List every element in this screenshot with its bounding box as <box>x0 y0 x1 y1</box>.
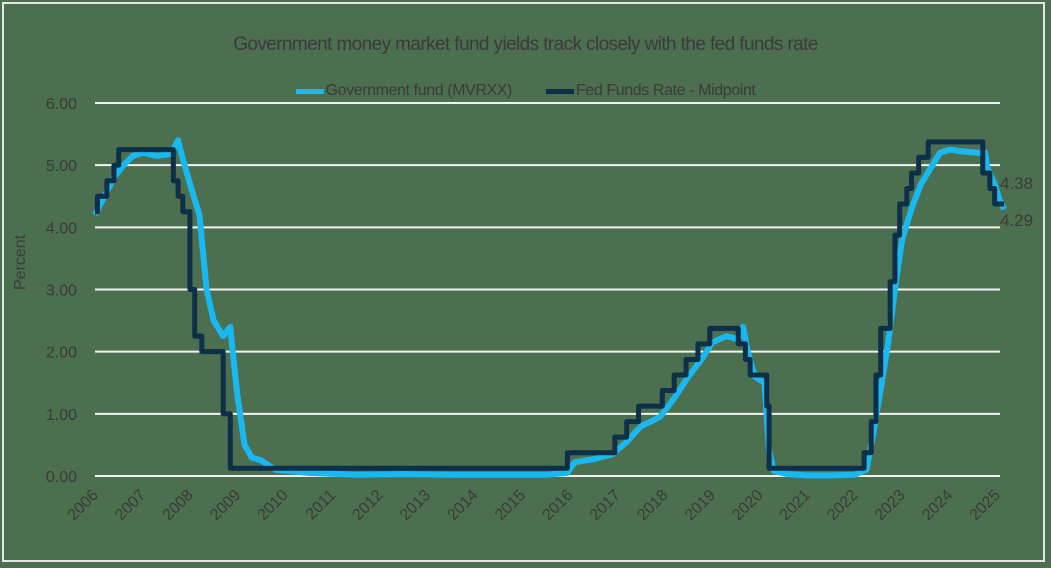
legend-swatch-fed-funds <box>546 88 574 94</box>
y-tick-label: 6.00 <box>46 96 77 113</box>
x-tick-label: 2024 <box>919 487 956 524</box>
x-tick-label: 2023 <box>872 487 909 524</box>
legend-label: Government fund (MVRXX) <box>325 82 513 99</box>
legend-label: Fed Funds Rate - Midpoint <box>576 82 756 99</box>
x-tick-label: 2009 <box>207 487 244 524</box>
x-tick-label: 2019 <box>682 487 719 524</box>
x-tick-label: 2008 <box>160 487 197 524</box>
x-tick-label: 2015 <box>492 487 529 524</box>
x-tick-label: 2007 <box>112 487 149 524</box>
y-tick-label: 0.00 <box>46 469 77 486</box>
fed-funds-end-label: 4.38 <box>1000 174 1033 193</box>
x-tick-label: 2017 <box>587 487 624 524</box>
gridlines <box>95 102 1000 477</box>
y-tick-label: 4.00 <box>46 220 77 237</box>
y-tick-label: 3.00 <box>46 283 77 300</box>
government-fund-line <box>92 137 1007 479</box>
legend-swatch-government-fund <box>295 88 324 94</box>
y-tick-label: 1.00 <box>46 407 77 424</box>
x-axis-ticks: 2006 2007 2008 2009 2010 2011 2012 2013 2014 2015… <box>65 487 1004 524</box>
y-tick-label: 2.00 <box>46 345 77 362</box>
chart-title: Government money market fund yields trac… <box>233 34 818 55</box>
x-tick-label: 2014 <box>444 487 481 524</box>
legend: Government fund (MVRXX) Fed Funds Rate -… <box>0 82 1051 100</box>
chart-frame <box>2 2 1045 562</box>
x-tick-label: 2021 <box>777 487 814 524</box>
x-tick-label: 2018 <box>634 487 671 524</box>
x-tick-label: 2022 <box>824 487 861 524</box>
x-tick-label: 2010 <box>255 487 292 524</box>
series-lines <box>92 137 1007 479</box>
fed-funds-line <box>94 139 1005 471</box>
end-labels: 4.38 4.29 <box>1000 174 1033 230</box>
legend-item-government-fund: Government fund (MVRXX) <box>295 82 513 100</box>
y-axis-ticks: 0.00 1.00 2.00 3.00 4.00 5.00 6.00 <box>46 96 77 486</box>
x-tick-label: 2011 <box>303 487 339 523</box>
x-tick-label: 2012 <box>349 487 386 524</box>
x-tick-label: 2006 <box>65 487 102 524</box>
x-tick-label: 2020 <box>729 487 766 524</box>
x-tick-label: 2025 <box>967 487 1004 524</box>
government-fund-end-label: 4.29 <box>1000 211 1033 230</box>
y-tick-label: 5.00 <box>46 158 77 175</box>
x-tick-label: 2013 <box>397 487 434 524</box>
x-tick-label: 2016 <box>539 487 576 524</box>
legend-item-fed-funds: Fed Funds Rate - Midpoint <box>546 82 756 100</box>
